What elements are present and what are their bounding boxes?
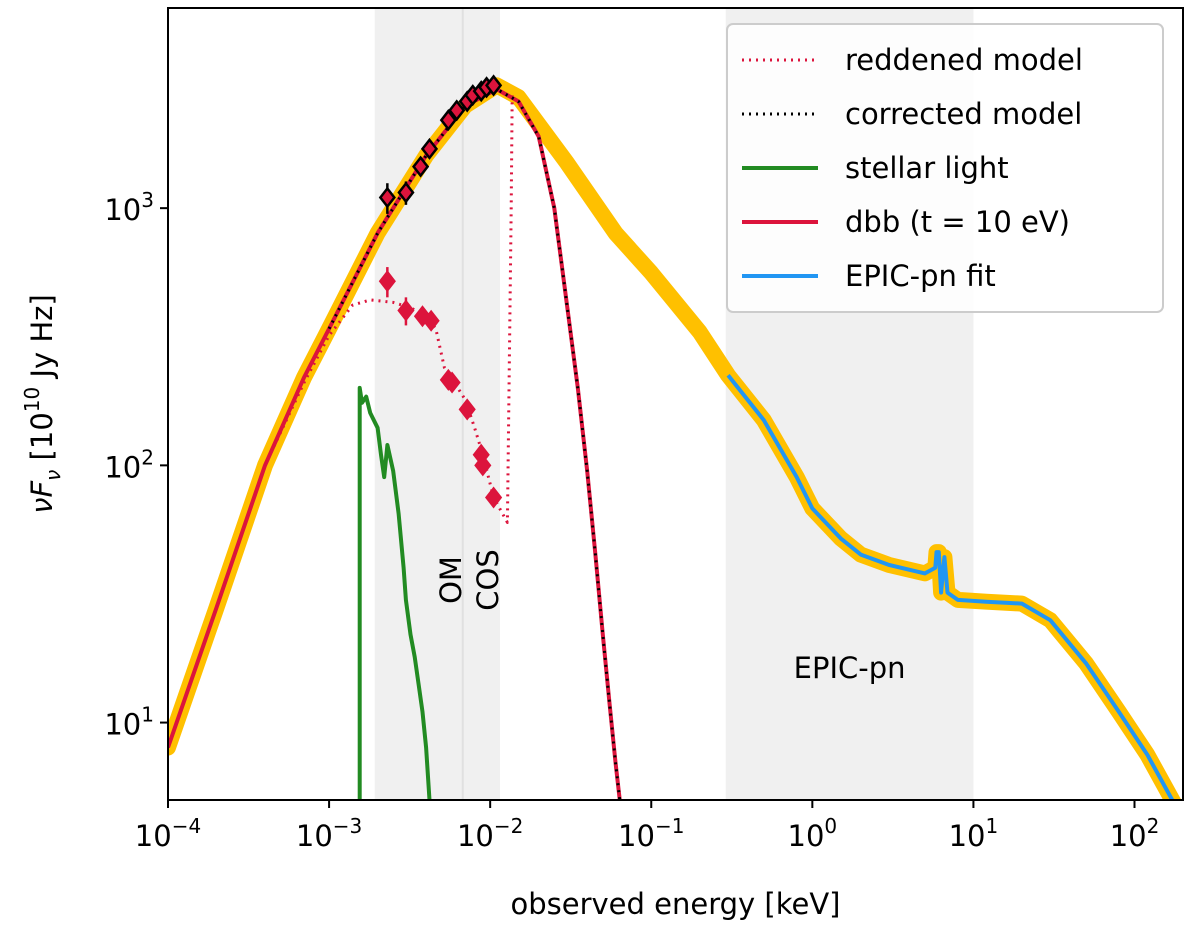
x-tick-label: 101 [949,814,999,853]
x-tick-label: 10−3 [296,814,362,853]
tick-exponent: 2 [1147,814,1160,838]
marker [378,270,396,293]
tick-base: 10 [135,819,172,853]
x-tick-label: 10−1 [618,814,684,853]
legend-label: dbb (t = 10 eV) [845,205,1070,239]
legend-label: corrected model [845,97,1082,131]
y-axis-label-part: ν [41,470,65,481]
y-axis-label-part: Jy Hz] [25,294,59,387]
tick-exponent: 1 [986,814,999,838]
legend: reddened model corrected model stellar lig… [726,23,1164,313]
legend-label: stellar light [845,151,1009,185]
tick-exponent: −1 [655,814,684,838]
y-tick-label: 103 [104,188,154,227]
tick-base: 10 [104,193,141,227]
series-line [726,374,1175,800]
y-axis-label-part: νF [25,480,59,514]
tick-exponent: −4 [172,814,201,838]
x-tick-label: 10−4 [135,814,201,853]
tick-base: 10 [296,819,333,853]
marker [443,371,461,394]
y-axis-label: νFν [1010 Jy Hz] [20,294,65,513]
x-tick-label: 100 [788,814,838,853]
marker [484,74,503,97]
tick-exponent: −2 [494,814,523,838]
tick-exponent: 3 [141,188,154,212]
marker [448,99,466,122]
tick-base: 10 [104,708,141,742]
tick-exponent: 2 [141,445,154,469]
marker [397,181,415,204]
tick-exponent: −3 [333,814,362,838]
marker [378,186,396,209]
tick-base: 10 [949,819,986,853]
marker [412,155,430,178]
marker [397,299,415,322]
tick-base: 10 [618,819,655,853]
marker [420,137,439,160]
tick-exponent: 1 [141,703,154,727]
region-label: COS [471,549,505,610]
legend-box [726,23,1164,313]
region-label: OM [434,556,468,604]
x-tick-label: 10−2 [457,814,523,853]
y-tick-label: 101 [104,703,154,742]
legend-label: reddened model [845,43,1083,77]
x-tick-label: 102 [1110,814,1160,853]
legend-label: EPIC-pn fit [845,259,996,293]
series-line [168,87,622,800]
marker [422,309,440,332]
marker [413,305,432,328]
tick-base: 10 [104,450,141,484]
series-line [357,385,432,800]
y-tick-label: 102 [104,445,154,484]
region-label: EPIC-pn [794,651,906,685]
tick-base: 10 [1110,819,1147,853]
plot-frame [167,7,1184,801]
marker [458,398,476,421]
y-axis-label-part: 10 [20,387,44,412]
marker [474,454,492,477]
tick-base: 10 [788,819,825,853]
x-axis-label: observed energy [keV] [511,887,841,921]
y-axis-label-part: [10 [25,412,59,469]
series-line [263,93,514,524]
tick-base: 10 [457,819,494,853]
tick-exponent: 0 [824,814,837,838]
marker [484,486,503,509]
marker [439,109,457,132]
